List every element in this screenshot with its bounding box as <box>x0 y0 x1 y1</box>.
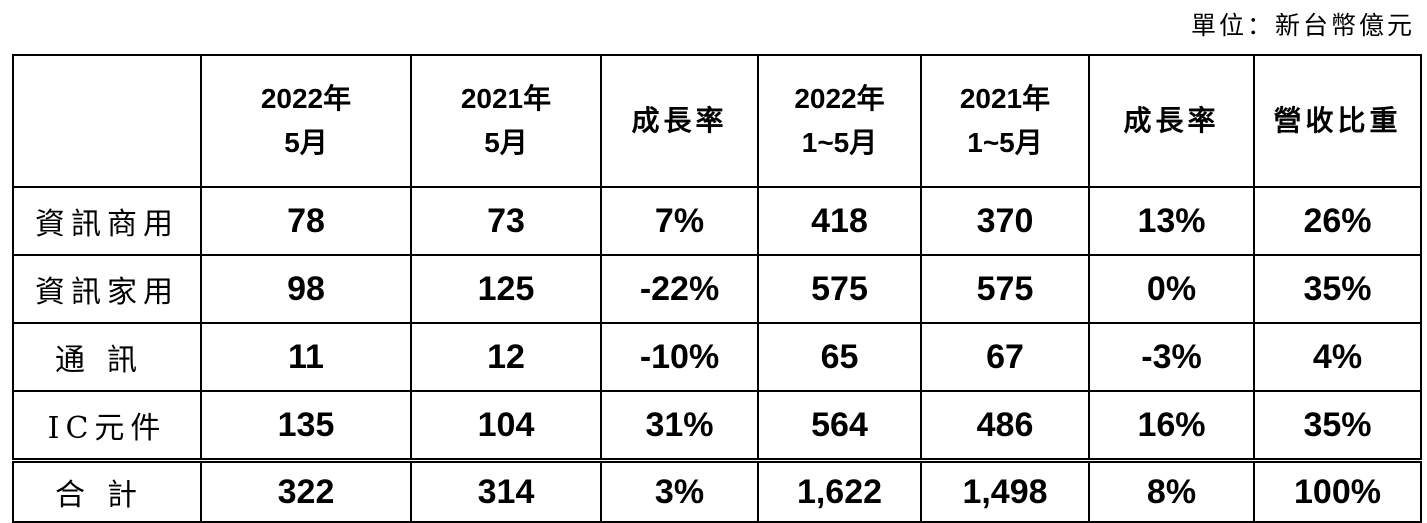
row-label: IC元件 <box>12 390 202 462</box>
table-cell: 8% <box>1088 458 1255 523</box>
table-row: 通訊 11 12 -10% 65 67 -3% 4% <box>12 322 1422 392</box>
table-row: IC元件 135 104 31% 564 486 16% 35% <box>12 390 1422 462</box>
table-cell: 1,498 <box>920 458 1090 523</box>
header-line: 營收比重 <box>1273 104 1402 137</box>
table-cell: 11 <box>200 322 412 392</box>
table-row: 合計 322 314 3% 1,622 1,498 8% 100% <box>12 458 1422 523</box>
table-cell: 13% <box>1088 186 1255 256</box>
row-label: 通訊 <box>12 322 202 392</box>
header-line: 5月 <box>484 127 528 158</box>
column-header: 2021年 1~5月 <box>920 54 1090 188</box>
table-cell: 486 <box>920 390 1090 462</box>
table-cell: 3% <box>600 458 759 523</box>
table-cell: 4% <box>1253 322 1422 392</box>
table-row: 資訊家用 98 125 -22% 575 575 0% 35% <box>12 254 1422 324</box>
header-line: 5月 <box>284 127 328 158</box>
table-cell: 12 <box>410 322 602 392</box>
table-cell: 314 <box>410 458 602 523</box>
table-cell: 35% <box>1253 390 1422 462</box>
table-cell: 564 <box>757 390 922 462</box>
header-line: 2022年 <box>794 83 885 114</box>
column-header: 2022年 1~5月 <box>757 54 922 188</box>
table-cell: 26% <box>1253 186 1422 256</box>
table-cell: 98 <box>200 254 412 324</box>
table-cell: 1,622 <box>757 458 922 523</box>
header-line: 2022年 <box>260 83 352 114</box>
table-row: 資訊商用 78 73 7% 418 370 13% 26% <box>12 186 1422 256</box>
column-header: 2021年 5月 <box>410 54 602 188</box>
table-cell: 0% <box>1088 254 1255 324</box>
column-header: 成長率 <box>1088 54 1255 188</box>
table-cell: 418 <box>757 186 922 256</box>
column-header: 2022年 5月 <box>200 54 412 188</box>
table-cell: 73 <box>410 186 602 256</box>
table-cell: 575 <box>920 254 1090 324</box>
corner-cell <box>12 54 202 188</box>
header-row: 2022年 5月 2021年 5月 成長率 2022年 1~5月 2021年 1~5月 成長率 營收… <box>12 54 1422 188</box>
table-cell: 31% <box>600 390 759 462</box>
table-cell: 65 <box>757 322 922 392</box>
table-cell: 125 <box>410 254 602 324</box>
table-cell: 78 <box>200 186 412 256</box>
row-label: 合計 <box>12 458 202 523</box>
revenue-table: 2022年 5月 2021年 5月 成長率 2022年 1~5月 2021年 1~5月 成長率 營收… <box>12 54 1422 523</box>
row-label: 資訊商用 <box>12 186 202 256</box>
table-cell: 575 <box>757 254 922 324</box>
table-cell: 322 <box>200 458 412 523</box>
table-cell: 7% <box>600 186 759 256</box>
header-line: 2021年 <box>460 83 552 114</box>
table-cell: -3% <box>1088 322 1255 392</box>
table-cell: 370 <box>920 186 1090 256</box>
table-cell: 16% <box>1088 390 1255 462</box>
table-body: 資訊商用 78 73 7% 418 370 13% 26% 資訊家用 98 125 -22% 575 57… <box>12 186 1422 523</box>
unit-note: 單位：新台幣億元 <box>1190 11 1415 40</box>
header-line: 1~5月 <box>801 127 878 158</box>
header-line: 成長率 <box>631 104 728 137</box>
header-line: 成長率 <box>1123 104 1220 137</box>
column-header: 成長率 <box>600 54 759 188</box>
table-cell: 67 <box>920 322 1090 392</box>
table-cell: -22% <box>600 254 759 324</box>
table-cell: 135 <box>200 390 412 462</box>
row-label: 資訊家用 <box>12 254 202 324</box>
table-cell: -10% <box>600 322 759 392</box>
header-line: 1~5月 <box>967 127 1043 158</box>
header-line: 2021年 <box>959 83 1051 114</box>
table-cell: 104 <box>410 390 602 462</box>
table-cell: 100% <box>1253 458 1422 523</box>
column-header: 營收比重 <box>1253 54 1422 188</box>
table-cell: 35% <box>1253 254 1422 324</box>
